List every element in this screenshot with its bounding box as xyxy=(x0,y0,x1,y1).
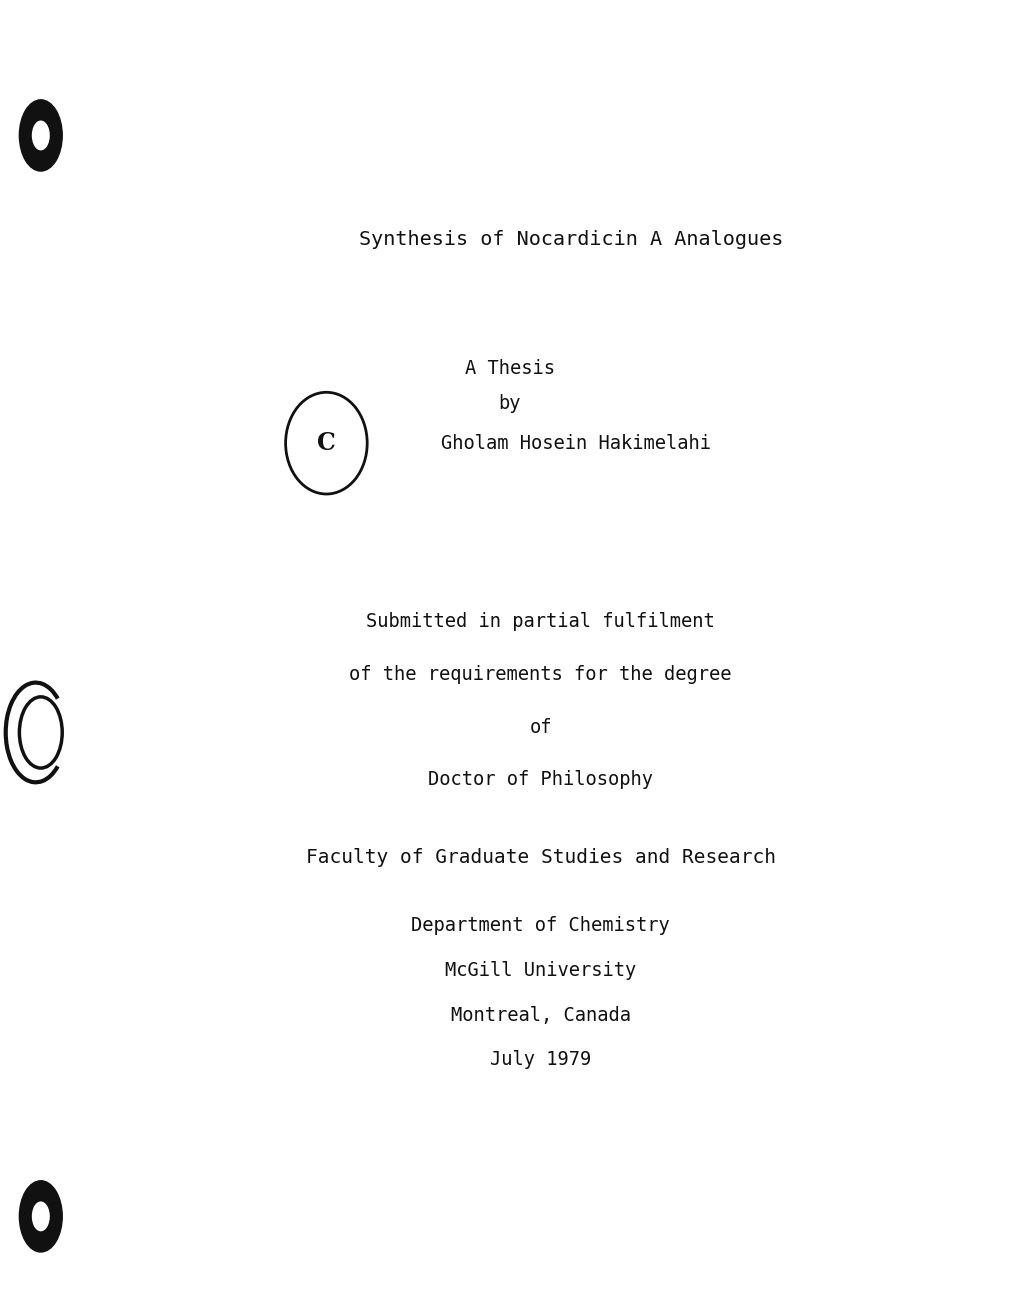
Text: Department of Chemistry: Department of Chemistry xyxy=(411,917,669,935)
Text: Faculty of Graduate Studies and Research: Faculty of Graduate Studies and Research xyxy=(306,848,774,867)
Ellipse shape xyxy=(19,100,62,171)
Text: C: C xyxy=(317,431,335,455)
Ellipse shape xyxy=(19,1181,62,1252)
Text: Gholam Hosein Hakimelahi: Gholam Hosein Hakimelahi xyxy=(441,434,710,452)
Text: Submitted in partial fulfilment: Submitted in partial fulfilment xyxy=(366,613,714,631)
Text: Montreal, Canada: Montreal, Canada xyxy=(450,1006,630,1024)
Ellipse shape xyxy=(19,697,62,768)
Ellipse shape xyxy=(32,121,50,150)
Text: A Thesis: A Thesis xyxy=(465,359,554,377)
Text: July 1979: July 1979 xyxy=(489,1051,591,1069)
Text: of: of xyxy=(529,718,551,736)
Ellipse shape xyxy=(32,1202,50,1231)
Text: of the requirements for the degree: of the requirements for the degree xyxy=(350,665,732,684)
Text: Doctor of Philosophy: Doctor of Philosophy xyxy=(428,771,652,789)
Text: by: by xyxy=(498,394,521,413)
Text: McGill University: McGill University xyxy=(444,961,636,980)
Text: Synthesis of Nocardicin A Analogues: Synthesis of Nocardicin A Analogues xyxy=(359,230,783,249)
